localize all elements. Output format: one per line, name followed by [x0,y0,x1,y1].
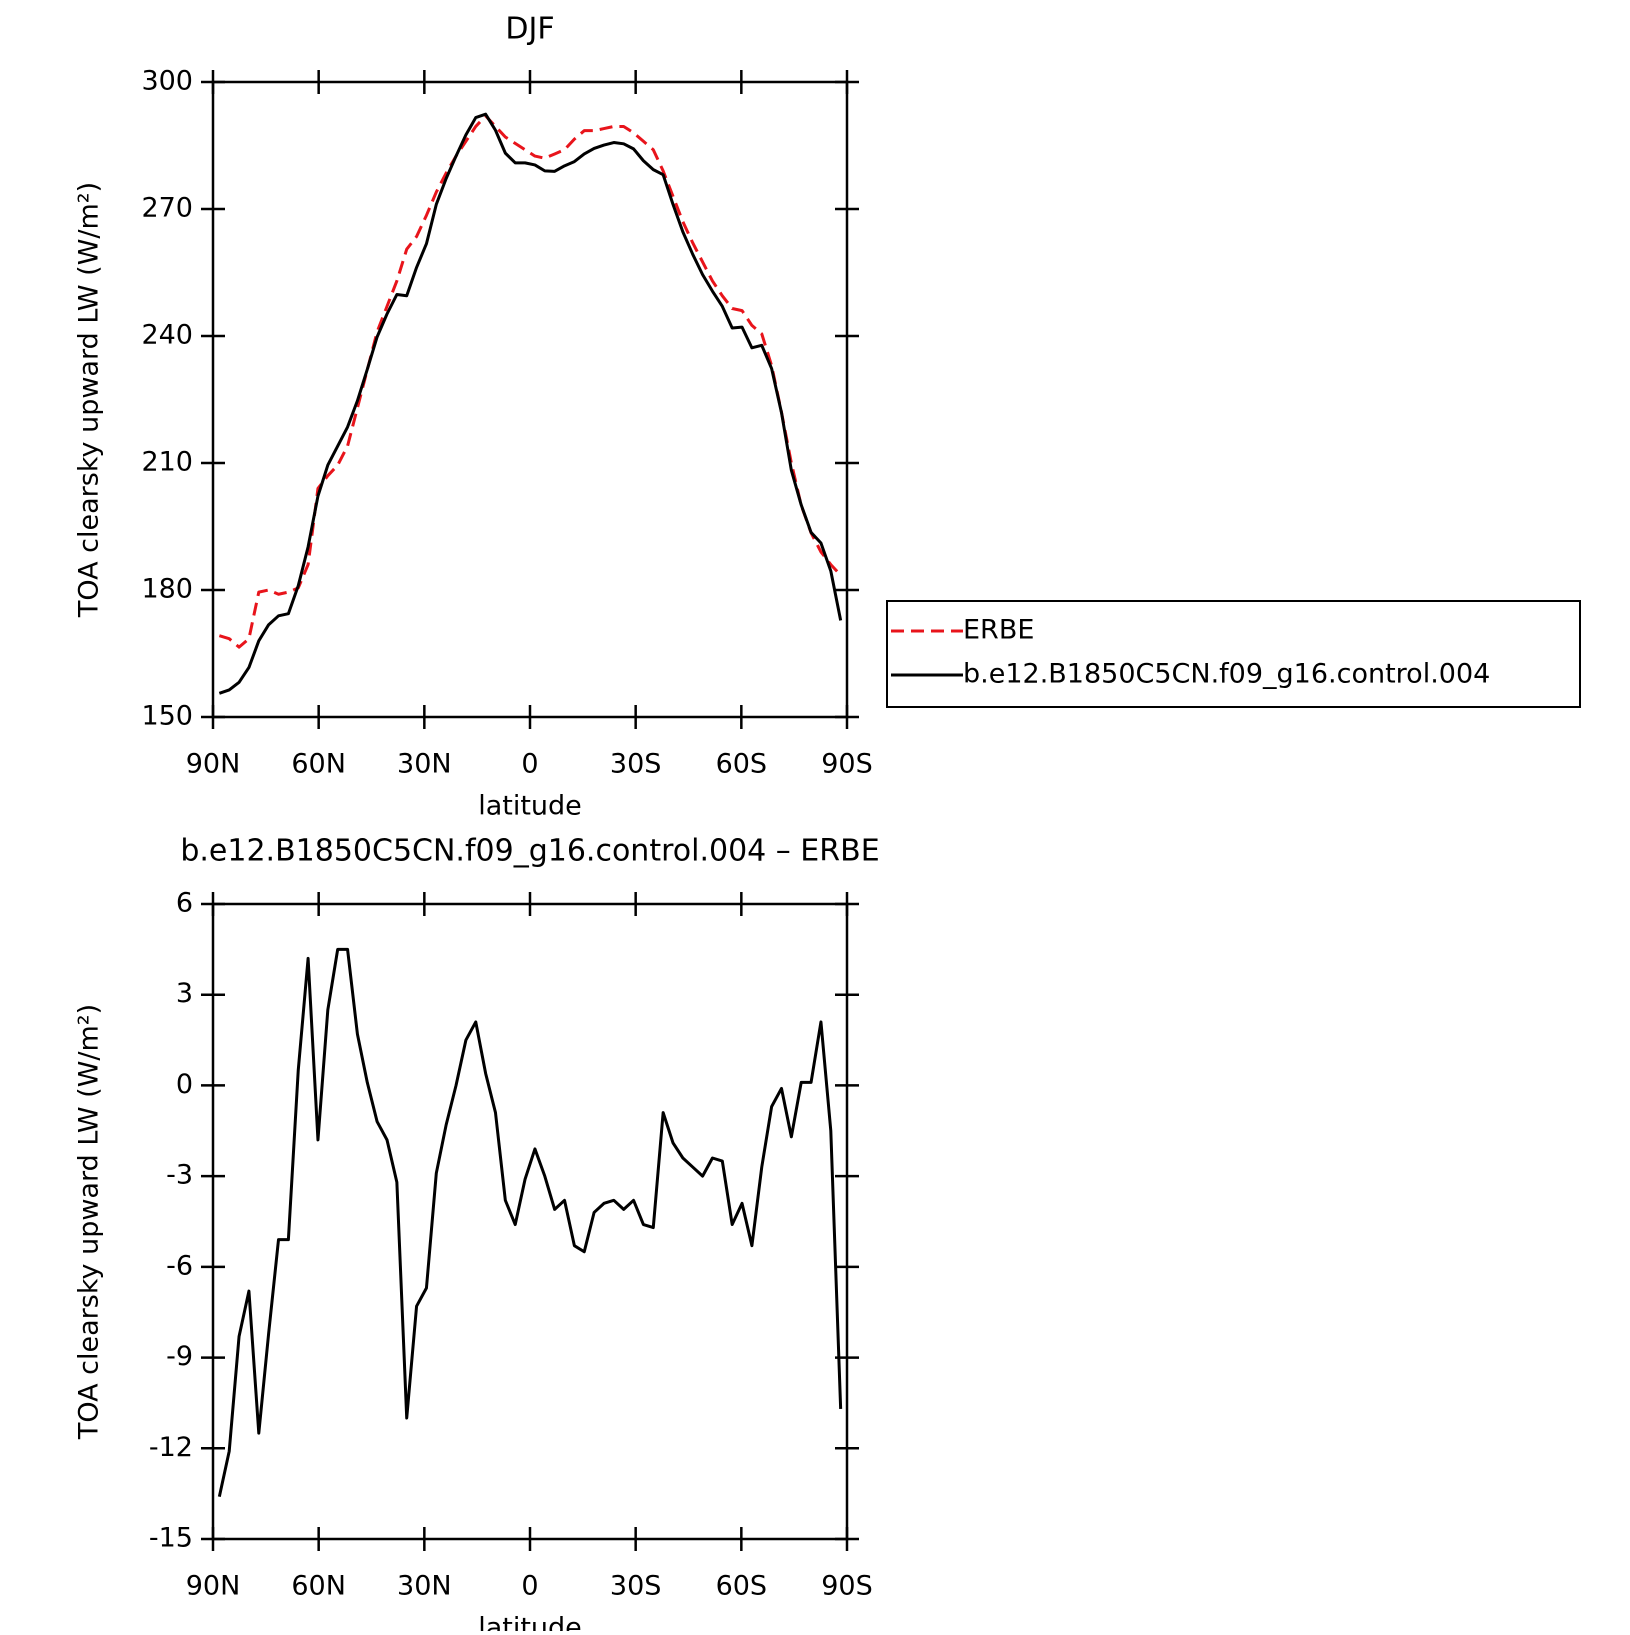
x-tick-label: 60S [716,749,768,780]
y-tick-label: -12 [149,1432,193,1463]
chart-title: DJF [505,12,554,47]
x-tick-label: 90N [186,749,241,780]
y-tick-label: -3 [166,1160,193,1191]
x-tick-label: 60N [291,1571,346,1602]
x-axis-label: latitude [478,791,582,822]
x-tick-label: 30S [610,1571,662,1602]
plot-frame [211,80,849,719]
x-tick-label: 30N [397,1571,452,1602]
x-tick-label: 90N [186,1571,241,1602]
legend-box [886,600,1581,708]
x-tick-label: 30S [610,749,662,780]
plot-frame [211,902,849,1541]
x-tick-label: 30N [397,749,452,780]
y-axis-label: TOA clearsky upward LW (W/m²) [74,1004,105,1440]
x-tick-label: 0 [521,749,538,780]
data-line [217,947,843,1497]
x-tick-label: 90S [821,1571,873,1602]
y-tick-label: -6 [166,1250,193,1281]
y-tick-label: -9 [166,1341,193,1372]
y-tick-label: 300 [141,66,193,97]
x-tick-label: 60S [716,1571,768,1602]
y-tick-label: 6 [176,888,193,919]
y-tick-label: 3 [176,978,193,1009]
y-tick-label: 270 [141,193,193,224]
x-tick-label: 90S [821,749,873,780]
y-tick-label: -15 [149,1523,193,1554]
data-line [218,114,842,649]
y-tick-label: 180 [141,574,193,605]
x-tick-label: 60N [291,749,346,780]
legend-label: b.e12.B1850C5CN.f09_g16.control.004 [963,659,1490,690]
y-tick-label: 210 [141,447,193,478]
y-tick-label: 240 [141,320,193,351]
y-tick-label: 150 [141,701,193,732]
y-tick-label: 0 [176,1069,193,1100]
x-tick-label: 0 [521,1571,538,1602]
legend-label: ERBE [963,615,1034,646]
chart-title: b.e12.B1850C5CN.f09_g16.control.004 – ER… [180,834,879,869]
x-axis-label: latitude [478,1613,582,1632]
data-line [218,112,843,695]
y-axis-label: TOA clearsky upward LW (W/m²) [74,182,105,618]
